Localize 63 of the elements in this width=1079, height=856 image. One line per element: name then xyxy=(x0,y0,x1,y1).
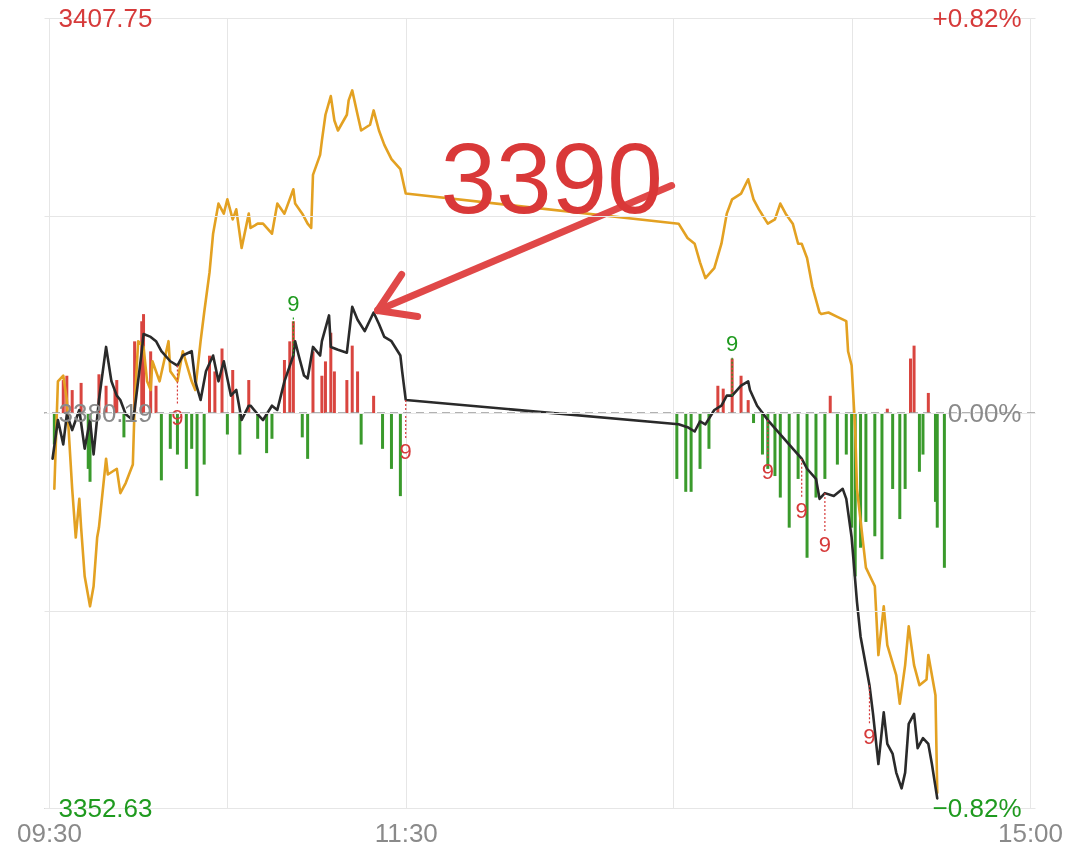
annotation: 9 xyxy=(287,290,300,316)
bar xyxy=(675,413,679,479)
bar xyxy=(270,413,274,439)
bar xyxy=(880,413,884,560)
bar xyxy=(698,413,702,469)
bar xyxy=(300,413,304,438)
bar xyxy=(814,413,818,498)
y2-tick-label: +0.82% xyxy=(932,2,1022,33)
bar xyxy=(689,413,693,492)
bar xyxy=(225,413,229,435)
bar xyxy=(398,413,402,497)
bar xyxy=(778,413,782,498)
bar xyxy=(787,413,791,528)
bar xyxy=(306,413,310,459)
bar xyxy=(898,413,902,520)
bar xyxy=(356,371,360,413)
annotation: 9 xyxy=(726,330,739,356)
bar xyxy=(864,413,868,522)
bar xyxy=(752,413,756,424)
bar xyxy=(773,413,777,477)
bar xyxy=(823,413,827,479)
bar xyxy=(926,392,930,413)
bar xyxy=(202,413,206,465)
bar xyxy=(381,413,385,449)
annotation: 9 xyxy=(863,724,876,750)
bar xyxy=(828,395,832,413)
bar xyxy=(238,413,242,455)
x-tick-label: 11:30 xyxy=(374,817,438,848)
bar xyxy=(746,400,750,413)
bar xyxy=(760,413,764,455)
bar xyxy=(159,413,163,481)
bar xyxy=(835,413,839,465)
bar xyxy=(256,413,260,439)
bar xyxy=(942,413,946,568)
bar xyxy=(873,413,877,537)
bar xyxy=(796,413,800,479)
bar xyxy=(190,413,194,449)
line-series xyxy=(53,89,939,794)
annotation: 9 xyxy=(761,459,774,485)
bar xyxy=(359,413,363,445)
bar xyxy=(389,413,393,469)
bar xyxy=(195,413,199,497)
bar xyxy=(684,413,688,492)
bar xyxy=(213,371,217,413)
bar xyxy=(903,413,907,489)
y-tick-label: 3407.75 xyxy=(58,2,153,33)
bar xyxy=(184,413,188,469)
bar xyxy=(265,413,269,454)
bar xyxy=(345,380,349,413)
bar xyxy=(154,385,158,413)
bar xyxy=(805,413,809,558)
bar xyxy=(350,345,354,413)
bar xyxy=(323,361,327,413)
bar xyxy=(912,345,916,413)
bar xyxy=(844,413,848,455)
bar xyxy=(168,413,172,449)
bar xyxy=(935,413,939,528)
bar xyxy=(917,413,921,472)
bar xyxy=(891,413,895,489)
bar xyxy=(372,395,376,413)
annotation: 3390 xyxy=(440,121,663,234)
annotation: 9 xyxy=(818,532,832,558)
annotation: 9 xyxy=(171,404,184,430)
